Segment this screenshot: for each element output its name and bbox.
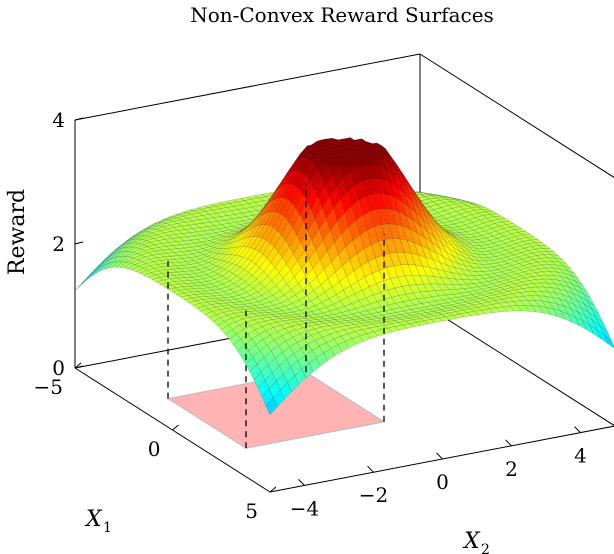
- svg-text:2: 2: [481, 542, 490, 554]
- svg-text:1: 1: [103, 520, 112, 536]
- z-tick-label: 2: [52, 232, 65, 256]
- x1-tick-label: 5: [245, 499, 258, 523]
- z-tick-label: 4: [52, 108, 65, 132]
- x2-tick-label: 4: [574, 444, 587, 468]
- x2-axis-label: X 2: [462, 529, 490, 554]
- x2-tick-label: −4: [290, 496, 319, 520]
- x1-axis-label: X 1: [84, 507, 112, 536]
- x1-tick-label: −5: [34, 375, 63, 399]
- x1-tick-label: 0: [148, 437, 161, 461]
- reward-surface: [74, 137, 614, 449]
- z-axis-label: Reward: [5, 189, 30, 275]
- x2-tick-label: −2: [359, 483, 388, 507]
- svg-text:X: X: [462, 529, 481, 554]
- svg-text:X: X: [84, 507, 103, 532]
- x2-tick-label: 0: [436, 470, 449, 494]
- x2-tick-label: 2: [505, 457, 518, 481]
- axis-ticks: [74, 117, 581, 493]
- z-tick-label: 0: [52, 356, 65, 380]
- chart-title: Non-Convex Reward Surfaces: [190, 3, 494, 27]
